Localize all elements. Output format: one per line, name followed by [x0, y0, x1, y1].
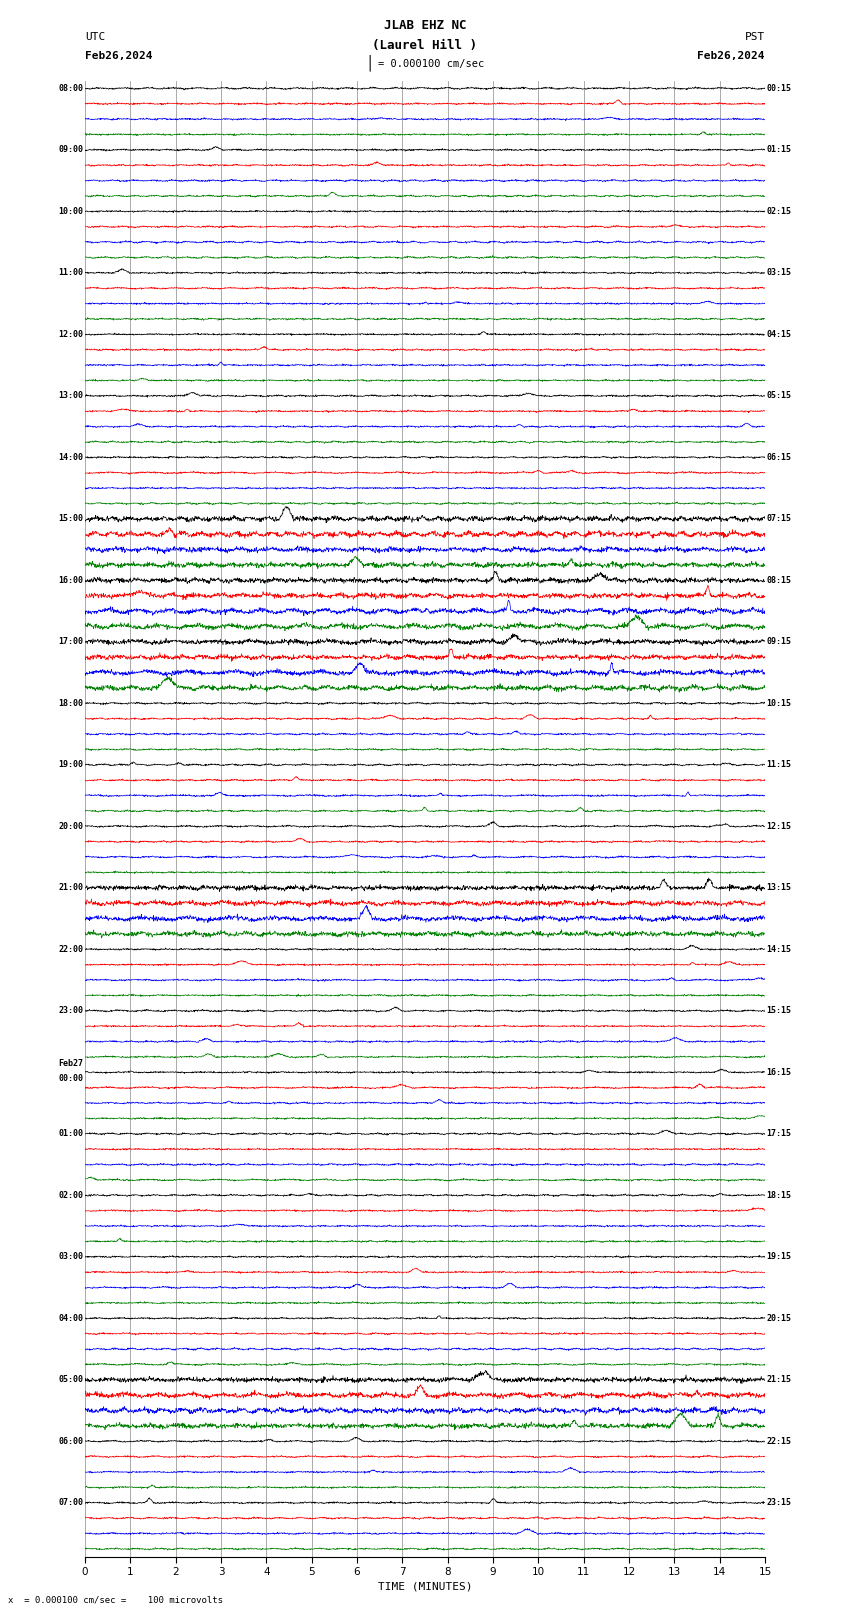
Text: 06:00: 06:00 — [59, 1437, 83, 1445]
Text: 23:15: 23:15 — [767, 1498, 791, 1507]
Text: 01:00: 01:00 — [59, 1129, 83, 1139]
Text: 07:00: 07:00 — [59, 1498, 83, 1507]
Text: 14:15: 14:15 — [767, 945, 791, 953]
Text: Feb26,2024: Feb26,2024 — [85, 52, 152, 61]
Text: 16:00: 16:00 — [59, 576, 83, 586]
Text: 20:00: 20:00 — [59, 821, 83, 831]
Text: 23:00: 23:00 — [59, 1007, 83, 1015]
Text: 03:15: 03:15 — [767, 268, 791, 277]
Text: 18:00: 18:00 — [59, 698, 83, 708]
Text: 07:15: 07:15 — [767, 515, 791, 523]
Text: 15:00: 15:00 — [59, 515, 83, 523]
Text: 00:15: 00:15 — [767, 84, 791, 94]
Text: 22:15: 22:15 — [767, 1437, 791, 1445]
Text: 11:15: 11:15 — [767, 760, 791, 769]
Text: = 0.000100 cm/sec: = 0.000100 cm/sec — [378, 60, 484, 69]
Text: 12:00: 12:00 — [59, 329, 83, 339]
Text: 16:15: 16:15 — [767, 1068, 791, 1077]
Text: 04:15: 04:15 — [767, 329, 791, 339]
Text: 01:15: 01:15 — [767, 145, 791, 155]
X-axis label: TIME (MINUTES): TIME (MINUTES) — [377, 1581, 473, 1590]
Text: 08:00: 08:00 — [59, 84, 83, 94]
Text: 00:00: 00:00 — [59, 1074, 83, 1082]
Text: 09:15: 09:15 — [767, 637, 791, 647]
Text: 18:15: 18:15 — [767, 1190, 791, 1200]
Text: 03:00: 03:00 — [59, 1252, 83, 1261]
Text: UTC: UTC — [85, 32, 105, 42]
Text: │: │ — [366, 55, 374, 71]
Text: 04:00: 04:00 — [59, 1313, 83, 1323]
Text: 15:15: 15:15 — [767, 1007, 791, 1015]
Text: 11:00: 11:00 — [59, 268, 83, 277]
Text: 05:00: 05:00 — [59, 1376, 83, 1384]
Text: 17:00: 17:00 — [59, 637, 83, 647]
Text: 02:00: 02:00 — [59, 1190, 83, 1200]
Text: 17:15: 17:15 — [767, 1129, 791, 1139]
Text: 14:00: 14:00 — [59, 453, 83, 461]
Text: Feb27: Feb27 — [59, 1058, 83, 1068]
Text: 02:15: 02:15 — [767, 206, 791, 216]
Text: 21:15: 21:15 — [767, 1376, 791, 1384]
Text: 19:00: 19:00 — [59, 760, 83, 769]
Text: x  = 0.000100 cm/sec =    100 microvolts: x = 0.000100 cm/sec = 100 microvolts — [8, 1595, 224, 1605]
Text: 09:00: 09:00 — [59, 145, 83, 155]
Text: 08:15: 08:15 — [767, 576, 791, 586]
Text: 22:00: 22:00 — [59, 945, 83, 953]
Text: 05:15: 05:15 — [767, 392, 791, 400]
Text: JLAB EHZ NC: JLAB EHZ NC — [383, 19, 467, 32]
Text: 10:15: 10:15 — [767, 698, 791, 708]
Text: Feb26,2024: Feb26,2024 — [698, 52, 765, 61]
Text: 10:00: 10:00 — [59, 206, 83, 216]
Text: PST: PST — [745, 32, 765, 42]
Text: 19:15: 19:15 — [767, 1252, 791, 1261]
Text: 06:15: 06:15 — [767, 453, 791, 461]
Text: 20:15: 20:15 — [767, 1313, 791, 1323]
Text: (Laurel Hill ): (Laurel Hill ) — [372, 39, 478, 52]
Text: 12:15: 12:15 — [767, 821, 791, 831]
Text: 13:15: 13:15 — [767, 884, 791, 892]
Text: 13:00: 13:00 — [59, 392, 83, 400]
Text: 21:00: 21:00 — [59, 884, 83, 892]
